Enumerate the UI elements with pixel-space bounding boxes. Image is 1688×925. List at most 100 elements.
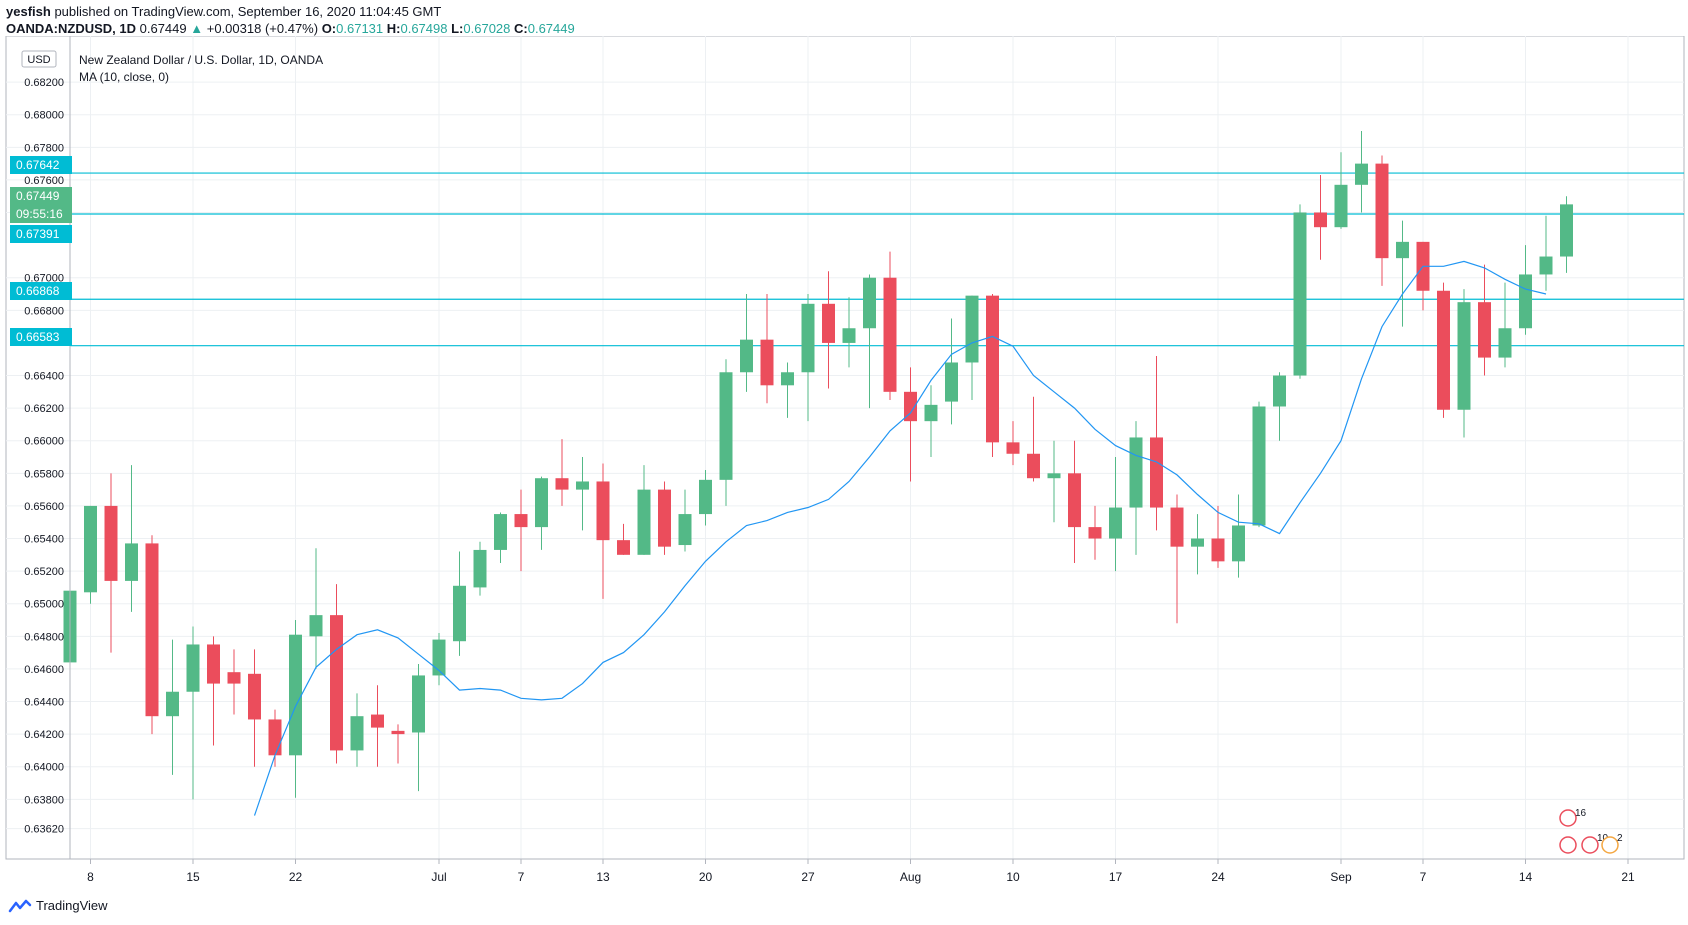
candle-body[interactable] [412,675,425,733]
candle-body[interactable] [678,514,692,546]
candle[interactable] [1027,396,1040,482]
candle[interactable] [1355,131,1368,213]
candle[interactable] [1068,440,1081,563]
candle[interactable] [1273,372,1286,441]
currency-box[interactable]: USD [21,50,57,68]
candle[interactable] [719,359,733,506]
candle[interactable] [1375,155,1389,286]
candle-body[interactable] [1539,256,1553,275]
candle-body[interactable] [125,543,138,581]
candle-body[interactable] [350,716,364,751]
candle-body[interactable] [1334,184,1348,228]
candle[interactable] [1191,514,1204,575]
us-flag-icon[interactable] [1581,836,1599,854]
candle-body[interactable] [166,691,179,717]
candle[interactable] [678,489,692,552]
candle-body[interactable] [145,543,159,717]
candle[interactable] [699,470,712,526]
candle-body[interactable] [781,372,794,386]
time-axis[interactable]: 8 15 22 Jul 7 13 20 27 Aug 10 17 24 Sep 7 14 21 [87,859,1635,884]
candle[interactable] [186,626,200,800]
candle[interactable] [945,318,958,425]
candle[interactable] [1129,421,1143,555]
candle[interactable] [371,685,384,767]
candle-body[interactable] [1314,212,1327,228]
candle[interactable] [1252,401,1266,528]
candle[interactable] [248,649,261,767]
candle[interactable] [924,385,938,458]
candle-body[interactable] [514,514,528,528]
candle-body[interactable] [1170,507,1184,547]
ma-legend[interactable]: MA (10, close, 0) [79,70,169,84]
candle[interactable] [330,584,343,764]
candle-body[interactable] [945,362,958,402]
candle-body[interactable] [248,673,261,720]
candle-body[interactable] [883,277,897,392]
candle[interactable] [1314,175,1327,260]
candle[interactable] [1211,505,1225,568]
candle-body[interactable] [822,303,835,343]
candle[interactable] [1150,355,1163,531]
candle[interactable] [125,465,138,612]
candle-body[interactable] [268,719,282,756]
candle[interactable] [842,297,856,368]
candle-body[interactable] [1006,442,1020,454]
candle[interactable] [801,294,815,422]
candle[interactable] [145,535,159,735]
horizontal-levels[interactable] [70,172,1684,347]
candle-body[interactable] [637,489,651,555]
candle[interactable] [350,693,364,767]
candle-body[interactable] [658,489,671,547]
candle[interactable] [514,489,528,572]
candle[interactable] [986,294,999,458]
candle[interactable] [1560,196,1573,273]
candle[interactable] [1539,215,1553,291]
candle[interactable] [1170,494,1184,624]
candle-body[interactable] [1478,302,1491,358]
candle-body[interactable] [1211,538,1225,562]
candle-body[interactable] [1191,538,1204,547]
candle[interactable] [965,295,979,400]
candle-body[interactable] [1498,328,1512,358]
candle[interactable] [309,548,323,669]
candle[interactable] [1396,220,1409,327]
candle-body[interactable] [617,540,630,555]
candle-body[interactable] [863,277,876,329]
price-axis[interactable]: 0.682000.680000.678000.676000.674000.670… [24,36,71,859]
candle-body[interactable] [1252,406,1266,526]
candle[interactable] [1088,505,1102,560]
candle-body[interactable] [1457,302,1471,410]
candle[interactable] [740,294,753,392]
nz-flag-icon[interactable] [1559,836,1577,854]
candle[interactable] [1232,494,1245,578]
candle-body[interactable] [84,505,97,593]
candle[interactable] [1334,152,1348,229]
candle-body[interactable] [842,328,856,343]
candle-body[interactable] [986,295,999,443]
candle-body[interactable] [1396,241,1409,259]
candle-body[interactable] [391,730,405,735]
tradingview-brand[interactable]: TradingView [8,898,108,913]
candle[interactable] [1478,264,1491,376]
candle-body[interactable] [186,644,200,692]
candle-body[interactable] [207,644,220,684]
candle-body[interactable] [371,714,384,728]
candle[interactable] [760,294,774,404]
candle-body[interactable] [719,372,733,480]
candle[interactable] [166,639,179,775]
candle[interactable] [391,724,405,764]
candle-body[interactable] [555,478,569,490]
event-badges[interactable]: 16 10 2 [1559,808,1623,854]
candle-body[interactable] [1560,204,1573,257]
ma-line[interactable] [253,260,1547,816]
candle-body[interactable] [453,585,466,642]
candle[interactable] [781,362,794,418]
candle[interactable] [1109,457,1122,572]
candle-body[interactable] [1068,473,1081,528]
candle-body[interactable] [1129,437,1143,508]
candle-body[interactable] [1109,507,1122,539]
candle[interactable] [473,541,487,596]
candle[interactable] [268,709,282,767]
candle[interactable] [227,649,241,715]
candle-body[interactable] [432,639,446,676]
